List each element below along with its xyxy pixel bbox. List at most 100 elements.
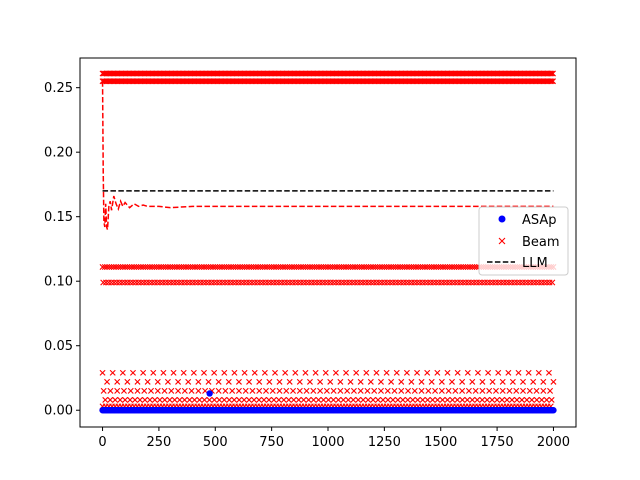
beam-point [259,264,266,271]
beam-point [332,369,339,376]
beam-point [292,369,299,376]
beam-point [185,378,192,385]
beam-point [330,387,337,394]
beam-point [312,369,319,376]
beam-point [311,264,318,271]
beam-point [255,264,262,271]
beam-point [124,378,131,385]
beam-point [438,387,445,394]
beam-point [109,369,116,376]
beam-point [222,387,229,394]
beam-point [221,264,228,271]
beam-point [114,387,121,394]
beam-point [474,396,481,403]
beam-point [540,387,547,394]
beam-point [129,369,136,376]
beam-point [223,264,230,271]
beam-point [399,396,406,403]
beam-point [520,378,527,385]
beam-point [167,264,174,271]
beam-point [343,369,350,376]
beam-point [119,264,126,271]
beam-point [168,387,175,394]
beam-point [418,387,425,394]
y-tick-label: 0.10 [44,275,73,290]
beam-point [325,264,331,271]
beam-point [106,264,113,271]
beam-point [404,396,411,403]
beam-point [302,369,309,376]
beam-point [394,264,401,271]
beam-point [383,264,390,271]
beam-point [211,396,218,403]
beam-point [460,264,467,271]
beam-point [370,264,377,271]
beam-point [295,264,302,271]
beam-point [485,369,492,376]
beam-point [337,387,344,394]
y-tick-label: 0.05 [44,339,73,354]
beam-point [357,387,364,394]
beam-point [144,264,151,271]
beam-point [161,396,168,403]
beam-point [408,378,415,385]
beam-point [469,378,476,385]
beam-point [363,264,370,271]
beam-point [276,387,283,394]
beam-point [282,369,289,376]
beam-point [392,264,399,271]
beam-point [171,396,178,403]
beam-point [345,396,352,403]
beam-point [309,264,316,271]
beam-point [444,264,451,271]
beam-point [235,387,242,394]
beam-point [318,264,325,271]
beam-point [403,264,410,271]
beam-point [374,264,381,271]
beam-point [506,387,513,394]
y-tick-label: 0.15 [44,210,73,225]
beam-point [323,387,330,394]
beam-point [403,369,410,376]
beam-point [195,387,202,394]
beam-point [201,369,207,376]
beam-point [235,378,242,385]
beam-point [357,378,364,385]
beam-point [162,264,169,271]
beam-point [126,264,133,271]
legend-asap-label: ASAp [522,213,557,228]
beam-point [229,387,236,394]
beam-point [122,264,129,271]
beam-point [384,387,391,394]
beam-point [344,387,351,394]
beam-point [256,387,263,394]
beam-point [343,264,350,271]
x-tick-label: 2000 [537,435,570,450]
beam-point [290,387,297,394]
beam-point [160,369,167,376]
beam-point [412,264,419,271]
beam-point [161,387,168,394]
beam-point [384,396,391,403]
beam-point [236,396,243,403]
beam-point [306,378,313,385]
beam-point [530,378,537,385]
beam-point [269,387,276,394]
beam-point [237,264,244,271]
beam-point [190,369,197,376]
x-tick-label: 750 [259,435,284,450]
beam-point [545,369,552,376]
beam-point [228,264,235,271]
beam-point [250,264,257,271]
beam-point [391,387,398,394]
beam-point [127,387,134,394]
beam-point [182,264,189,271]
beam-point [363,369,370,376]
beam-point [246,264,253,271]
beam-point [354,264,361,271]
beam-point [390,264,397,271]
beam-point [435,264,442,271]
beam-point [320,264,327,271]
beam-point [144,378,151,385]
